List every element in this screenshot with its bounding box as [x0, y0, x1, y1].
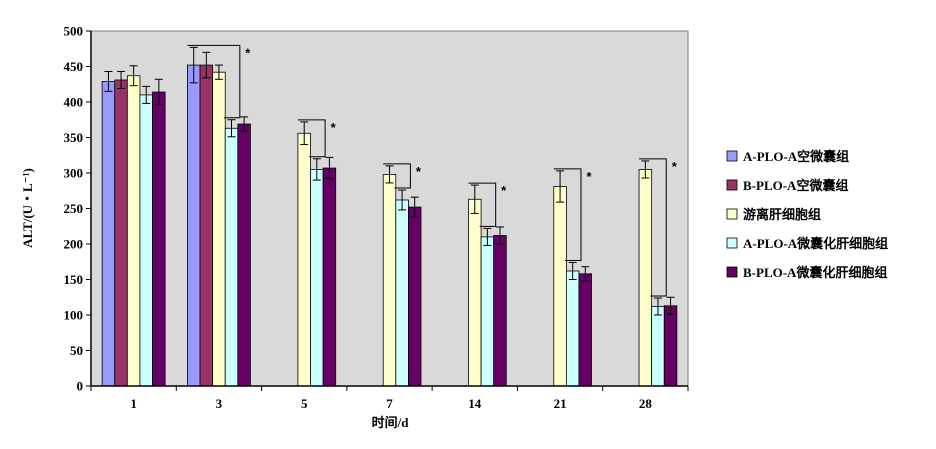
bar — [395, 199, 409, 387]
bar — [101, 81, 116, 387]
legend-label: B-PLO-A空微囊组 — [743, 178, 848, 193]
significance-star: * — [586, 169, 592, 184]
bar — [663, 305, 678, 387]
bar — [212, 71, 226, 387]
y-tick-label: 150 — [64, 272, 84, 287]
significance-star: * — [416, 164, 422, 179]
bar — [322, 167, 337, 387]
significance-bracket — [297, 119, 326, 158]
significance-bracket — [187, 44, 241, 119]
x-tick-label: 3 — [216, 396, 223, 411]
x-tick-label: 1 — [130, 396, 137, 411]
legend-label: A-PLO-A空微囊组 — [743, 149, 849, 164]
y-axis-label: ALT/(U・L⁻¹) — [20, 168, 35, 248]
significance-star: * — [672, 159, 678, 174]
significance-star: * — [331, 120, 337, 135]
bar — [638, 169, 653, 387]
legend-swatch — [726, 150, 738, 162]
x-tick-label: 14 — [468, 396, 482, 411]
bar — [152, 91, 166, 387]
legend-label: B-PLO-A微囊化肝细胞组 — [743, 265, 887, 280]
y-tick-label: 500 — [64, 24, 84, 39]
bar — [224, 127, 239, 387]
legend-label: A-PLO-A微囊化肝细胞组 — [743, 236, 888, 251]
significance-bracket — [639, 158, 667, 297]
x-tick-label: 5 — [301, 396, 308, 411]
y-tick-label: 0 — [77, 379, 84, 394]
y-tick-label: 400 — [64, 95, 84, 110]
legend-swatch — [726, 179, 738, 191]
significance-star: * — [245, 45, 251, 60]
bar — [310, 169, 324, 387]
y-tick-label: 200 — [64, 237, 84, 252]
x-tick-label: 21 — [554, 396, 567, 411]
bar — [237, 123, 251, 387]
x-axis-label: 时间/d — [372, 415, 410, 430]
legend-swatch — [726, 208, 738, 220]
significance-star: * — [501, 183, 507, 198]
legend-swatch — [726, 266, 738, 278]
bar — [565, 270, 580, 387]
bar — [493, 235, 507, 387]
y-tick-label: 450 — [64, 59, 84, 74]
bar — [187, 64, 201, 387]
bar — [407, 206, 422, 387]
legend-swatch — [726, 237, 738, 249]
bar — [114, 79, 128, 387]
x-tick-label: 28 — [639, 396, 653, 411]
bar — [126, 75, 141, 387]
bar — [297, 132, 311, 387]
bar — [468, 198, 482, 387]
bar — [578, 273, 592, 387]
significance-bracket — [383, 163, 411, 189]
bar — [651, 306, 665, 387]
x-tick-label: 7 — [386, 396, 393, 411]
y-tick-label: 300 — [64, 166, 84, 181]
y-tick-label: 100 — [64, 308, 84, 323]
bar — [199, 64, 214, 387]
significance-bracket — [468, 182, 497, 227]
bar — [139, 94, 153, 387]
y-tick-label: 250 — [64, 201, 84, 216]
y-tick-label: 50 — [70, 343, 83, 358]
bar — [382, 174, 397, 387]
bar — [553, 186, 567, 387]
significance-bracket — [553, 168, 582, 261]
y-tick-label: 350 — [64, 130, 84, 145]
legend-label: 游离肝细胞组 — [743, 207, 821, 222]
bar — [480, 236, 495, 387]
